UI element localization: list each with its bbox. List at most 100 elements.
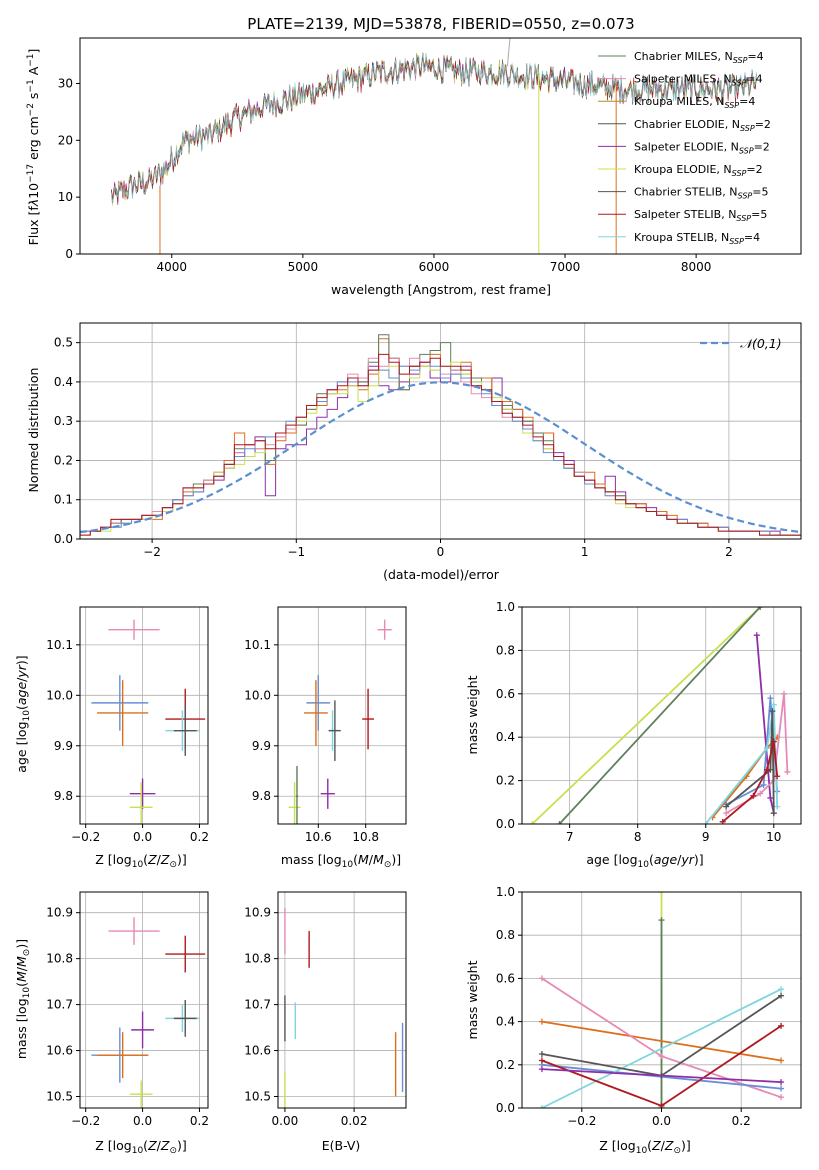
x-tick-label: 7 xyxy=(566,830,574,844)
y-tick-label: 9.9 xyxy=(252,739,271,753)
mw-age-ylabel: mass weight xyxy=(465,675,480,754)
hist-ylabel: Normed distribution xyxy=(26,368,41,493)
mass-weight-marker xyxy=(774,773,781,780)
x-tick-label: 10 xyxy=(766,830,781,844)
axes-frame xyxy=(79,891,209,1109)
plot-area xyxy=(91,619,206,824)
x-tick-label: 5000 xyxy=(288,260,319,274)
mass-weight-marker xyxy=(778,1057,785,1064)
age-mass-xlabel: mass [log10(M/M⊙)] xyxy=(281,852,401,870)
mass-weight-marker xyxy=(778,1079,785,1086)
plot-area xyxy=(538,892,785,1108)
errorbar-point xyxy=(97,680,149,746)
x-tick-label: −0.2 xyxy=(71,1114,100,1128)
mass-weight-marker xyxy=(538,1105,545,1108)
mass-weight-marker xyxy=(529,821,536,824)
legend-label: Salpeter ELODIE, NSSP=2 xyxy=(634,140,770,155)
y-tick-label: 9.8 xyxy=(54,789,73,803)
y-tick-label: 0.0 xyxy=(496,817,515,831)
errorbar-point xyxy=(306,675,331,731)
errorbar-point xyxy=(320,778,335,809)
y-tick-label: 10.0 xyxy=(46,688,73,702)
plot-area xyxy=(80,334,801,536)
y-tick-label: 0.4 xyxy=(54,375,73,389)
spectrum-ylabel: Flux [fλ10−17 erg cm−2 s−1 A−1] xyxy=(26,49,41,246)
errorbar-point xyxy=(328,700,341,761)
y-tick-label: 9.8 xyxy=(252,789,271,803)
errorbar-point xyxy=(295,765,299,824)
plot-area xyxy=(284,908,404,1108)
mass-weight-marker xyxy=(784,768,791,775)
x-tick-label: 10.8 xyxy=(352,830,379,844)
mass-weight-vs-age-panel: age [log10(age/yr)] mass weight 7 8 9 10 0.0… xyxy=(465,600,802,870)
mass-vs-metallicity-panel: Z [log10(Z/Z⊙)] mass [log10(M/M⊙)] −0.2 0… xyxy=(14,891,209,1156)
mass-weight-marker xyxy=(750,792,757,799)
x-tick-label: 0.0 xyxy=(133,1114,152,1128)
y-tick-label: 10.7 xyxy=(46,998,73,1012)
y-tick-label: 10.0 xyxy=(244,688,271,702)
x-tick-label: −0.2 xyxy=(567,1114,596,1128)
errorbar-point xyxy=(97,1032,149,1079)
mass-weight-marker xyxy=(702,821,709,824)
mass-weight-marker xyxy=(780,690,787,697)
y-tick-label: 10.5 xyxy=(46,1090,73,1104)
mass-weight-marker xyxy=(770,810,777,817)
age-z-ylabel: age [log10(age/yr)] xyxy=(14,655,32,772)
mass-weight-marker xyxy=(538,1066,545,1073)
spectrum-legend: Chabrier MILES, NSSP=4 Salpeter MILES, NS… xyxy=(598,50,771,246)
y-tick-label: 1.0 xyxy=(496,600,515,614)
mass-weight-marker xyxy=(770,701,777,708)
mass-weight-line xyxy=(725,711,775,814)
mass-weight-marker xyxy=(658,892,665,895)
y-tick-label: 10.8 xyxy=(244,952,271,966)
x-tick-label: 1 xyxy=(581,545,589,559)
mass-weight-line xyxy=(541,1068,782,1083)
mass-weight-marker xyxy=(778,1094,785,1101)
legend-label: Salpeter MILES, NSSP=4 xyxy=(634,73,763,88)
mass-weight-marker xyxy=(767,794,774,801)
errorbar-point xyxy=(129,778,156,809)
mass-weight-marker xyxy=(767,695,774,702)
plot-area xyxy=(529,607,791,824)
errorbar-point xyxy=(108,619,160,640)
mass-weight-line xyxy=(541,988,782,1108)
x-tick-label: 0 xyxy=(437,545,445,559)
legend-label: Kroupa ELODIE, NSSP=2 xyxy=(634,163,763,178)
y-tick-label: 10.6 xyxy=(244,1044,271,1058)
x-tick-label: 0.0 xyxy=(133,830,152,844)
errorbar-point xyxy=(173,705,197,756)
mass-weight-marker xyxy=(760,781,767,788)
mass-weight-line xyxy=(541,1020,782,1062)
y-tick-label: 30 xyxy=(58,76,73,90)
y-tick-label: 10.8 xyxy=(46,952,73,966)
mass-weight-marker xyxy=(770,738,777,745)
y-tick-label: 0.0 xyxy=(54,532,73,546)
x-tick-label: 10.6 xyxy=(305,830,332,844)
axes-frame xyxy=(521,606,802,825)
x-tick-label: 0.00 xyxy=(272,1114,299,1128)
mass-weight-marker xyxy=(778,992,785,999)
mass-weight-marker xyxy=(658,1053,665,1060)
x-tick-label: 6000 xyxy=(419,260,450,274)
x-tick-label: 8 xyxy=(634,830,642,844)
normal-curve xyxy=(80,381,801,534)
x-tick-label: 7000 xyxy=(550,260,581,274)
y-tick-label: 0.5 xyxy=(54,336,73,350)
mass-weight-marker xyxy=(778,1022,785,1029)
y-tick-label: 10.7 xyxy=(244,998,271,1012)
y-tick-label: 0.8 xyxy=(496,643,515,657)
grid-lines xyxy=(80,892,208,1108)
mass-weight-marker xyxy=(757,790,764,797)
y-tick-label: 0.6 xyxy=(496,971,515,985)
y-tick-label: 0.0 xyxy=(496,1101,515,1115)
y-tick-label: 10.1 xyxy=(244,638,271,652)
x-tick-label: 0.2 xyxy=(732,1114,751,1128)
x-tick-label: 0.2 xyxy=(190,830,209,844)
mass-weight-marker xyxy=(658,917,665,924)
legend-label: 𝒩(0,1) xyxy=(740,336,782,351)
mass-weight-vs-metallicity-panel: Z [log10(Z/Z⊙)] mass weight −0.2 0.0 0.2 0.… xyxy=(465,885,802,1156)
y-tick-label: 0.4 xyxy=(496,1015,515,1029)
mass-weight-marker xyxy=(769,708,776,715)
age-vs-mass-panel: mass [log10(M/M⊙)] 10.6 10.8 9.8 9.9 10.0 10.… xyxy=(244,606,407,870)
